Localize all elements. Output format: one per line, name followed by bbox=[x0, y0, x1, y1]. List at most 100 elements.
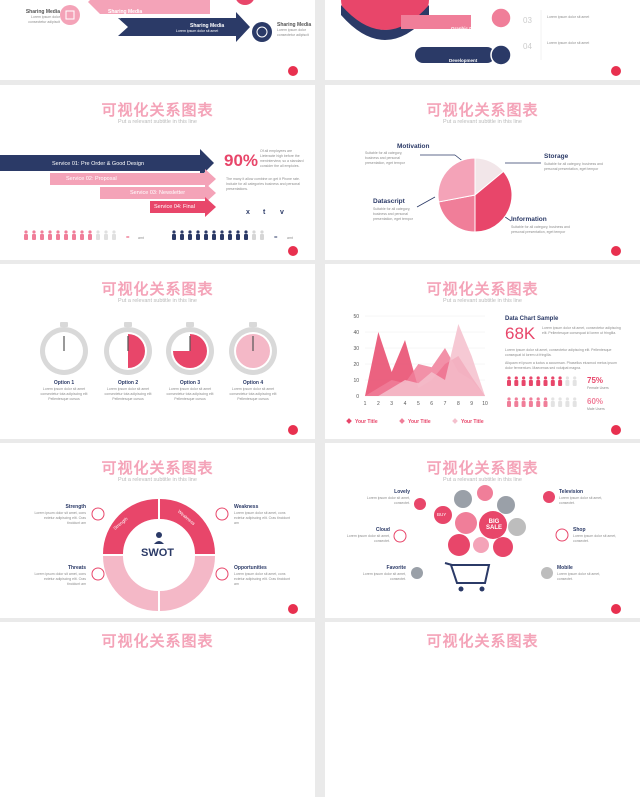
pie-chart bbox=[416, 154, 621, 256]
cloud-sun-icon bbox=[91, 507, 105, 521]
male-user-icon bbox=[507, 397, 511, 407]
slide-title: 可视化关系图表 bbox=[101, 280, 214, 298]
settings-icon-bg bbox=[490, 44, 512, 66]
service-2-label: Service 02: Proposal bbox=[66, 176, 117, 182]
favorite-label: Favorite bbox=[386, 565, 406, 571]
page-dot bbox=[288, 604, 298, 614]
male-user-icon bbox=[514, 397, 519, 407]
page-dot bbox=[611, 246, 621, 256]
slide-subtitle: Put a relevant subtitle in this line bbox=[118, 298, 197, 304]
y-tick-label: 30 bbox=[353, 346, 359, 352]
opportunities-text: Lorem ipsum dolor sit amet, cons ectetur… bbox=[234, 572, 291, 586]
female-label: Female Users bbox=[587, 386, 609, 390]
service-arrow-2 bbox=[50, 169, 216, 189]
slide-1: Sharing Media Lorem ipsum dolor consecte… bbox=[0, 0, 315, 80]
slide-title: 可视化关系图表 bbox=[426, 632, 539, 650]
option-label: Option 1 bbox=[53, 380, 75, 386]
equals-1: = bbox=[126, 235, 130, 241]
text-3: Aliquam et ipsum a luctus a accumsan. Ph… bbox=[505, 361, 617, 370]
development-label: Development bbox=[449, 58, 478, 63]
female-user-icon bbox=[550, 376, 555, 386]
person-icon bbox=[260, 230, 264, 240]
slide-10: 可视化关系图表 bbox=[325, 622, 640, 797]
person-icon bbox=[88, 230, 92, 240]
male-user-icon bbox=[572, 397, 577, 407]
male-user-icon bbox=[550, 397, 555, 407]
mobile-label: Mobile bbox=[557, 565, 573, 571]
female-user-icon bbox=[572, 376, 577, 386]
cloud-icon bbox=[91, 567, 105, 581]
symbol-v: v bbox=[280, 209, 284, 216]
male-user-icon bbox=[558, 397, 563, 407]
weakness-text: Lorem ipsum dolor sit amet, cons ectetur… bbox=[234, 511, 291, 525]
person-icon bbox=[112, 230, 116, 240]
service-arrow-3 bbox=[100, 183, 216, 203]
legend-marker bbox=[452, 418, 458, 424]
lovely-text: Lorem ipsum dolor sit amet, consectet. bbox=[366, 496, 410, 505]
page-dot bbox=[611, 66, 621, 76]
person-icon bbox=[24, 230, 28, 240]
symbol-x: x bbox=[246, 209, 250, 216]
option-label: Option 2 bbox=[117, 380, 139, 386]
option-text: Lorem ipsum dolor sit amet consectetur t… bbox=[229, 387, 277, 401]
person-icon bbox=[252, 230, 256, 240]
service-1-label: Service 01: Pre Order & Good Design bbox=[52, 161, 145, 167]
slide-title: 可视化关系图表 bbox=[426, 101, 539, 119]
x-tick-label: 1 bbox=[364, 401, 367, 407]
legend-label: Your Title bbox=[355, 419, 378, 425]
cloud-label: Cloud bbox=[375, 527, 390, 533]
female-user-icon bbox=[543, 376, 548, 386]
chart-heading: Data Chart Sample bbox=[505, 316, 559, 322]
person-icon bbox=[196, 230, 200, 240]
cloud-icon bbox=[393, 529, 407, 543]
service-arrow-4 bbox=[150, 197, 216, 217]
stopwatch-icon bbox=[40, 322, 88, 375]
television-label: Television bbox=[559, 489, 584, 495]
x-tick-label: 4 bbox=[404, 401, 407, 407]
swot-threats-segment bbox=[103, 556, 158, 611]
slide-2: Graphic Design Development 03 04 Lorem i… bbox=[325, 0, 640, 80]
person-icon bbox=[220, 230, 224, 240]
swot-strength-segment bbox=[103, 499, 158, 554]
female-user-icon bbox=[528, 376, 533, 386]
person-icon bbox=[104, 230, 108, 240]
service-4-label: Service 04: Final bbox=[154, 204, 195, 210]
female-user-icon bbox=[536, 376, 541, 386]
x-tick-label: 3 bbox=[390, 401, 393, 407]
stopwatch-icon bbox=[229, 322, 277, 375]
legend-label: Your Title bbox=[461, 419, 484, 425]
people-row-navy bbox=[172, 230, 264, 240]
right-text: Lorem ipsum dolor consectetur adipiscit bbox=[277, 28, 309, 37]
equals-2-value: amt bbox=[287, 236, 293, 240]
legend-marker bbox=[399, 418, 405, 424]
globe-icon bbox=[256, 26, 268, 38]
swot-opportunities-segment bbox=[160, 556, 215, 611]
shop-label: Shop bbox=[573, 527, 586, 533]
opportunities-label: Opportunities bbox=[234, 565, 267, 571]
strength-label: Strength bbox=[65, 504, 86, 510]
paragraph-2: The many it allow combine on get it Phon… bbox=[226, 177, 300, 191]
graphic-design-label: Graphic Design bbox=[451, 26, 485, 31]
big-number: 68K bbox=[505, 324, 536, 343]
swot-center: SWOT bbox=[141, 547, 174, 559]
stopwatch-group bbox=[40, 322, 298, 435]
pie-slice-storage bbox=[474, 170, 513, 233]
storage-desc: Suitable for all category, business and … bbox=[544, 162, 603, 171]
page-dot bbox=[288, 66, 298, 76]
y-tick-label: 40 bbox=[353, 330, 359, 336]
people-row-pink bbox=[24, 230, 116, 240]
shop-icon bbox=[555, 528, 569, 542]
star-icon bbox=[411, 567, 423, 579]
big-sale-badge: BIG SALE bbox=[485, 519, 502, 531]
pink-arrow bbox=[88, 0, 210, 14]
x-tick-label: 8 bbox=[457, 401, 460, 407]
motivation-label: Motivation bbox=[397, 143, 430, 150]
percent-value: 90% bbox=[224, 151, 259, 170]
slide-4: 可视化关系图表 Put a relevant subtitle in this … bbox=[325, 85, 640, 260]
page-dot bbox=[288, 246, 298, 256]
person-icon bbox=[56, 230, 60, 240]
equals-2: = bbox=[274, 235, 278, 241]
female-user-icon bbox=[507, 376, 511, 386]
y-tick-label: 10 bbox=[353, 378, 359, 384]
slide-subtitle: Put a relevant subtitle in this line bbox=[443, 298, 522, 304]
